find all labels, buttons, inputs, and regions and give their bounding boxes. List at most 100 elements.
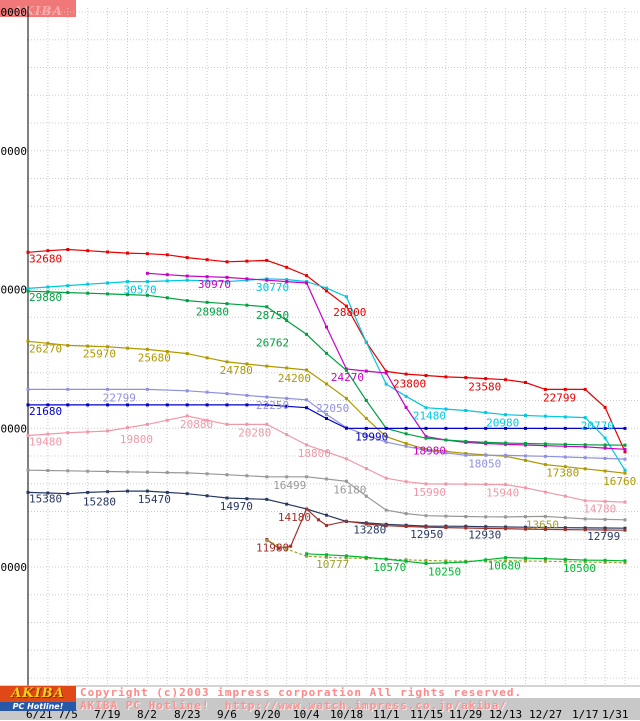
data-point-periwinkle [245, 393, 249, 397]
data-point-red [26, 250, 30, 254]
data-point-gray [265, 475, 269, 479]
data-point-gray [126, 470, 129, 474]
data-point-green [265, 305, 269, 309]
data-point-olive [305, 368, 309, 372]
price-label: 29880 [29, 291, 62, 304]
data-point-navy [26, 490, 30, 494]
data-point-periwinkle [325, 412, 328, 416]
price-label: 22799 [543, 391, 576, 404]
data-point-green [205, 300, 209, 304]
data-point-lightgreen [344, 554, 348, 558]
data-point-magenta [384, 371, 388, 375]
price-label: 19480 [29, 436, 62, 449]
price-label: 28980 [196, 306, 229, 319]
data-point-pink [265, 422, 269, 426]
data-point-magenta [285, 280, 289, 284]
price-label: 25970 [83, 347, 116, 360]
price-label: 22050 [316, 402, 349, 415]
data-point-blue [623, 426, 627, 430]
data-point-cyan [126, 280, 129, 284]
data-point-cyan [165, 279, 169, 283]
data-point-blue [344, 426, 348, 430]
data-point-olive [583, 467, 587, 471]
price-label: 18050 [468, 457, 501, 470]
data-point-blue [285, 404, 289, 408]
data-point-red [484, 377, 488, 381]
data-point-red [583, 387, 587, 391]
data-point-gray [245, 474, 249, 478]
data-point-gray [205, 472, 209, 476]
data-point-periwinkle [524, 454, 527, 458]
data-point-red [66, 248, 70, 251]
data-point-brown [424, 525, 428, 529]
price-label: 21680 [29, 405, 62, 418]
data-point-brown [289, 544, 293, 548]
data-point-periwinkle [504, 453, 508, 457]
data-point-gray [424, 514, 428, 518]
price-label: 26762 [256, 336, 289, 349]
data-point-cyan [583, 416, 587, 420]
footer-bar [0, 698, 640, 720]
data-point-lightgreen [424, 562, 428, 565]
data-point-navy [225, 496, 229, 500]
data-point-blue [603, 426, 607, 430]
data-point-lightgreen [305, 552, 309, 556]
data-point-olive [145, 347, 149, 351]
data-point-pink [126, 426, 129, 430]
data-point-pink [404, 480, 408, 484]
data-point-cyan [86, 282, 90, 286]
data-point-cyan [26, 286, 30, 290]
data-point-periwinkle [603, 456, 607, 460]
data-point-periwinkle [384, 440, 388, 444]
data-point-red [205, 258, 209, 262]
data-point-olive [543, 463, 547, 467]
data-point-magenta [145, 271, 149, 275]
price-label: 20280 [238, 426, 271, 439]
price-label: 19990 [355, 430, 388, 443]
data-point-green [305, 332, 309, 336]
data-point-pink [46, 432, 50, 436]
data-point-pink [464, 482, 468, 486]
data-point-pink [106, 429, 110, 433]
x-tick-label: 11/15 [410, 708, 444, 721]
data-point-gray [305, 475, 309, 479]
data-point-green [484, 440, 488, 444]
data-point-gray [484, 515, 488, 519]
price-label: 23580 [468, 381, 501, 394]
data-point-cyan [563, 415, 567, 419]
price-label: 24200 [278, 372, 311, 385]
data-point-red [86, 249, 90, 253]
data-point-pink [305, 443, 309, 447]
price-label: 16760 [603, 475, 636, 488]
data-point-navy [583, 526, 587, 530]
data-point-blue [126, 403, 129, 407]
data-point-magenta [404, 405, 408, 409]
watermark-text: AKIBA [13, 4, 63, 17]
data-point-pink [26, 434, 30, 437]
data-point-olive [285, 366, 289, 370]
data-point-blue [484, 426, 488, 430]
data-point-navy [126, 489, 129, 493]
data-point-periwinkle [364, 433, 368, 437]
data-point-red [404, 372, 408, 376]
data-point-blue [185, 403, 189, 407]
data-point-pink [245, 422, 249, 426]
data-point-red [623, 450, 627, 454]
data-point-olive-dashed [265, 539, 269, 543]
data-point-red [106, 250, 110, 254]
data-point-pink [66, 431, 70, 435]
data-point-gray [464, 515, 468, 518]
x-tick-label: 9/6 [217, 708, 237, 721]
data-point-cyan [464, 409, 468, 412]
data-point-cyan [344, 295, 348, 299]
data-point-cyan [484, 411, 488, 415]
data-point-pink [205, 418, 209, 422]
y-axis-label: 20000 [0, 422, 27, 435]
data-point-cyan [106, 281, 110, 285]
data-point-pink [185, 414, 189, 418]
data-point-green [623, 443, 627, 447]
data-point-olive [225, 360, 229, 364]
data-point-lightgreen [603, 558, 607, 562]
data-point-green [126, 293, 129, 297]
data-point-gray [504, 515, 508, 519]
